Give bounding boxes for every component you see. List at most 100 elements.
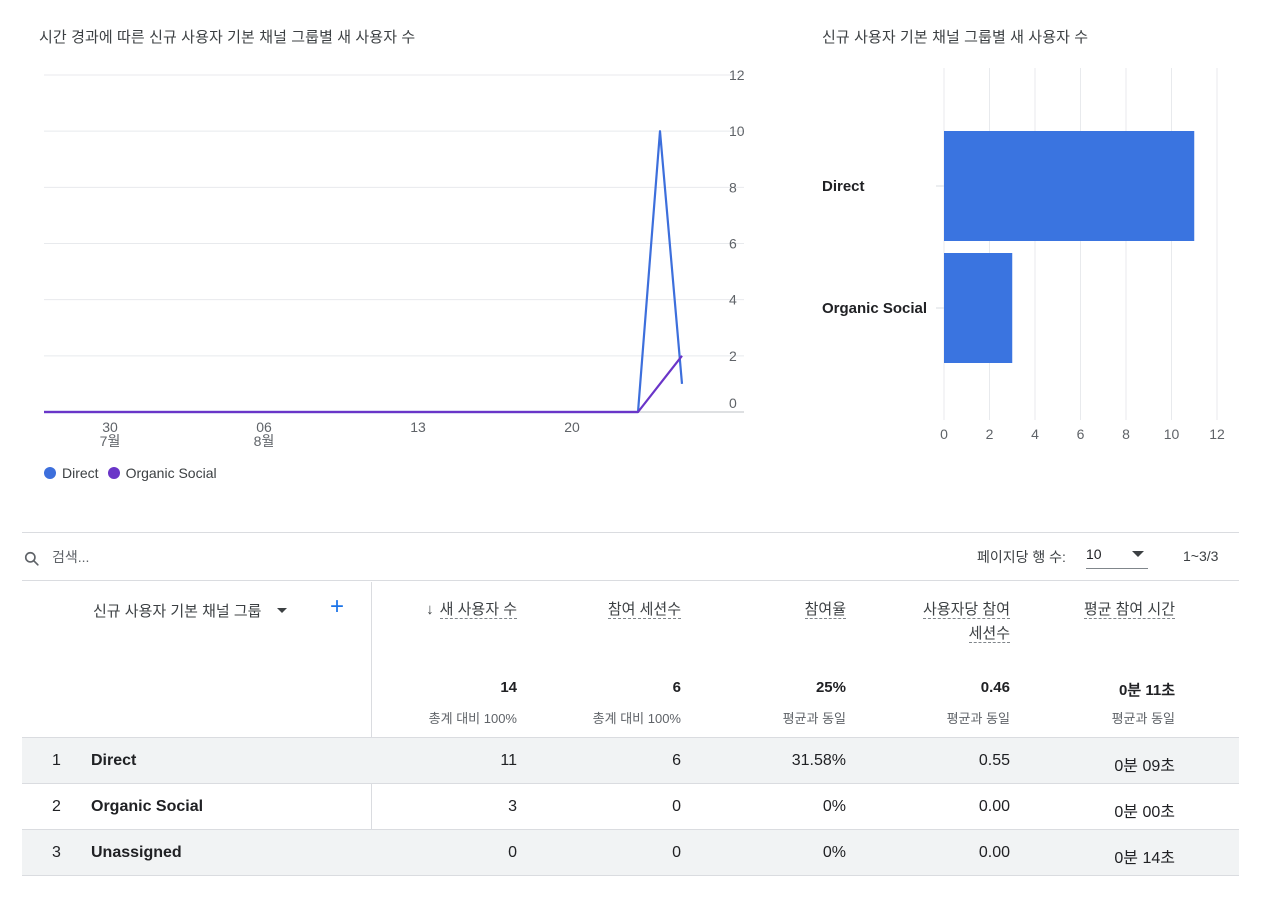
pagination-text: 1~3/3 (1183, 548, 1219, 564)
cell-new-users: 3 (508, 798, 517, 815)
bar (944, 253, 1013, 363)
table-row[interactable]: 2 Organic Social 3 0 0% 0.00 0분 00초 (22, 783, 1239, 829)
search-input[interactable] (52, 545, 352, 569)
dimension-dropdown-icon (277, 608, 288, 613)
col-header-avg-engagement-time[interactable]: 평균 참여 시간 (1083, 598, 1175, 622)
total-sessions-per-user: 0.46 (980, 679, 1010, 696)
col-header-label-line1: 사용자당 참여 (923, 601, 1010, 619)
cell-avg-engagement-time: 0분 14초 (1114, 850, 1175, 867)
x-tick-label: 6 (1077, 426, 1085, 442)
cell-engaged-sessions: 6 (672, 752, 681, 769)
row-number: 3 (52, 844, 61, 861)
table-header: 신규 사용자 기본 채널 그룹 + ↓ 새 사용자 수 참여 세션수 참여율 사용… (22, 582, 1239, 737)
legend-label-direct: Direct (62, 465, 99, 481)
legend-dot-direct (44, 467, 56, 479)
x-tick-label: 30 (102, 419, 118, 435)
row-dimension: Organic Social (91, 798, 204, 815)
sort-arrow-down-icon: ↓ (426, 601, 434, 618)
cell-new-users: 0 (508, 844, 517, 861)
total-sub-engagement-rate: 평균과 동일 (782, 711, 846, 726)
x-tick-label: 06 (256, 419, 272, 435)
total-engagement-rate: 25% (815, 679, 846, 696)
x-tick-label: 2 (986, 426, 994, 442)
bar-chart-grid (943, 68, 1218, 420)
bar-chart-x-axis: 0 2 4 6 8 10 12 (940, 426, 1225, 442)
total-sub-avg-engagement-time: 평균과 동일 (1111, 711, 1175, 726)
rows-per-page-select[interactable]: 10 (1086, 541, 1148, 569)
x-tick-label: 4 (1031, 426, 1039, 442)
table-bottom-border (22, 875, 1239, 876)
bar-chart-categories: Direct Organic Social (822, 178, 944, 317)
col-header-label-line2: 세션수 (968, 625, 1010, 643)
x-tick-label: 13 (410, 419, 426, 435)
dimension-header-label: 신규 사용자 기본 채널 그룹 (93, 603, 262, 620)
category-label: Organic Social (822, 300, 927, 317)
rows-per-page-value: 10 (1086, 546, 1102, 562)
y-tick-label: 2 (729, 348, 737, 364)
cell-sessions-per-user: 0.00 (978, 798, 1010, 815)
table-row[interactable]: 1 Direct 11 6 31.58% 0.55 0분 09초 (22, 737, 1239, 783)
total-sub-new-users: 총계 대비 100% (428, 711, 517, 726)
col-header-new-users[interactable]: ↓ 새 사용자 수 (426, 598, 517, 622)
row-number: 1 (52, 752, 61, 769)
total-avg-engagement-time: 0분 11초 (1119, 682, 1175, 699)
chevron-down-icon (1132, 551, 1144, 557)
col-header-label: 새 사용자 수 (439, 601, 517, 619)
legend-item-direct[interactable]: Direct (44, 465, 99, 481)
x-tick-label: 20 (564, 419, 580, 435)
line-chart-y-axis: 0 2 4 6 8 10 12 (729, 67, 745, 411)
dimension-header[interactable]: 신규 사용자 기본 채널 그룹 (93, 600, 288, 621)
y-tick-label: 0 (729, 395, 737, 411)
y-tick-label: 12 (729, 67, 745, 83)
x-tick-label: 10 (1164, 426, 1180, 442)
search-icon (24, 551, 39, 566)
section-divider (22, 532, 1239, 533)
series-line-organic-social (44, 355, 683, 414)
row-dimension: Direct (91, 752, 137, 769)
cell-avg-engagement-time: 0분 09초 (1114, 758, 1175, 775)
cell-avg-engagement-time: 0분 00초 (1114, 804, 1175, 821)
cell-engagement-rate: 0% (822, 798, 846, 815)
row-dimension: Unassigned (91, 844, 182, 861)
line-chart-title: 시간 경과에 따른 신규 사용자 기본 채널 그룹별 새 사용자 수 (39, 29, 416, 46)
cell-sessions-per-user: 0.55 (978, 752, 1010, 769)
add-dimension-button[interactable]: + (329, 593, 344, 620)
y-tick-label: 6 (729, 236, 737, 252)
table-row[interactable]: 3 Unassigned 0 0 0% 0.00 0분 14초 (22, 829, 1239, 875)
legend-dot-organic-social (107, 467, 120, 479)
x-tick-sublabel: 8월 (254, 433, 275, 449)
cell-sessions-per-user: 0.00 (978, 844, 1010, 861)
legend-item-organic-social[interactable]: Organic Social (107, 465, 217, 481)
y-tick-label: 10 (729, 123, 745, 139)
column-divider (371, 582, 372, 875)
line-chart-legend: Direct Organic Social (44, 465, 226, 481)
cell-engaged-sessions: 0 (672, 798, 681, 815)
x-tick-label: 12 (1209, 426, 1225, 442)
bar-chart-bars (944, 131, 1195, 363)
col-header-sessions-per-user[interactable]: 사용자당 참여 세션수 (923, 598, 1010, 646)
col-header-engagement-rate[interactable]: 참여율 (804, 598, 846, 622)
total-sub-engaged-sessions: 총계 대비 100% (592, 711, 681, 726)
y-tick-label: 4 (729, 292, 737, 308)
y-tick-label: 8 (729, 179, 737, 195)
table-toolbar: 페이지당 행 수: 10 1~3/3 (22, 533, 1239, 581)
cell-engagement-rate: 0% (822, 844, 846, 861)
cell-engagement-rate: 31.58% (791, 752, 846, 769)
col-header-label: 참여 세션수 (607, 601, 681, 619)
col-header-engaged-sessions[interactable]: 참여 세션수 (607, 598, 681, 622)
col-header-label: 평균 참여 시간 (1083, 601, 1175, 619)
x-tick-sublabel: 7월 (100, 433, 121, 449)
total-engaged-sessions: 6 (672, 679, 681, 696)
line-chart-series (44, 130, 684, 414)
total-new-users: 14 (500, 679, 517, 696)
cell-engaged-sessions: 0 (672, 844, 681, 861)
rows-per-page-label: 페이지당 행 수: (977, 549, 1066, 565)
legend-label-organic-social: Organic Social (125, 465, 217, 481)
total-sub-sessions-per-user: 평균과 동일 (946, 711, 1010, 726)
bar-chart: 0 2 4 6 8 10 12 Direct Organic Social (822, 68, 1225, 442)
bar-chart-title: 신규 사용자 기본 채널 그룹별 새 사용자 수 (822, 29, 1089, 46)
bar (944, 131, 1195, 241)
col-header-label: 참여율 (804, 601, 846, 619)
